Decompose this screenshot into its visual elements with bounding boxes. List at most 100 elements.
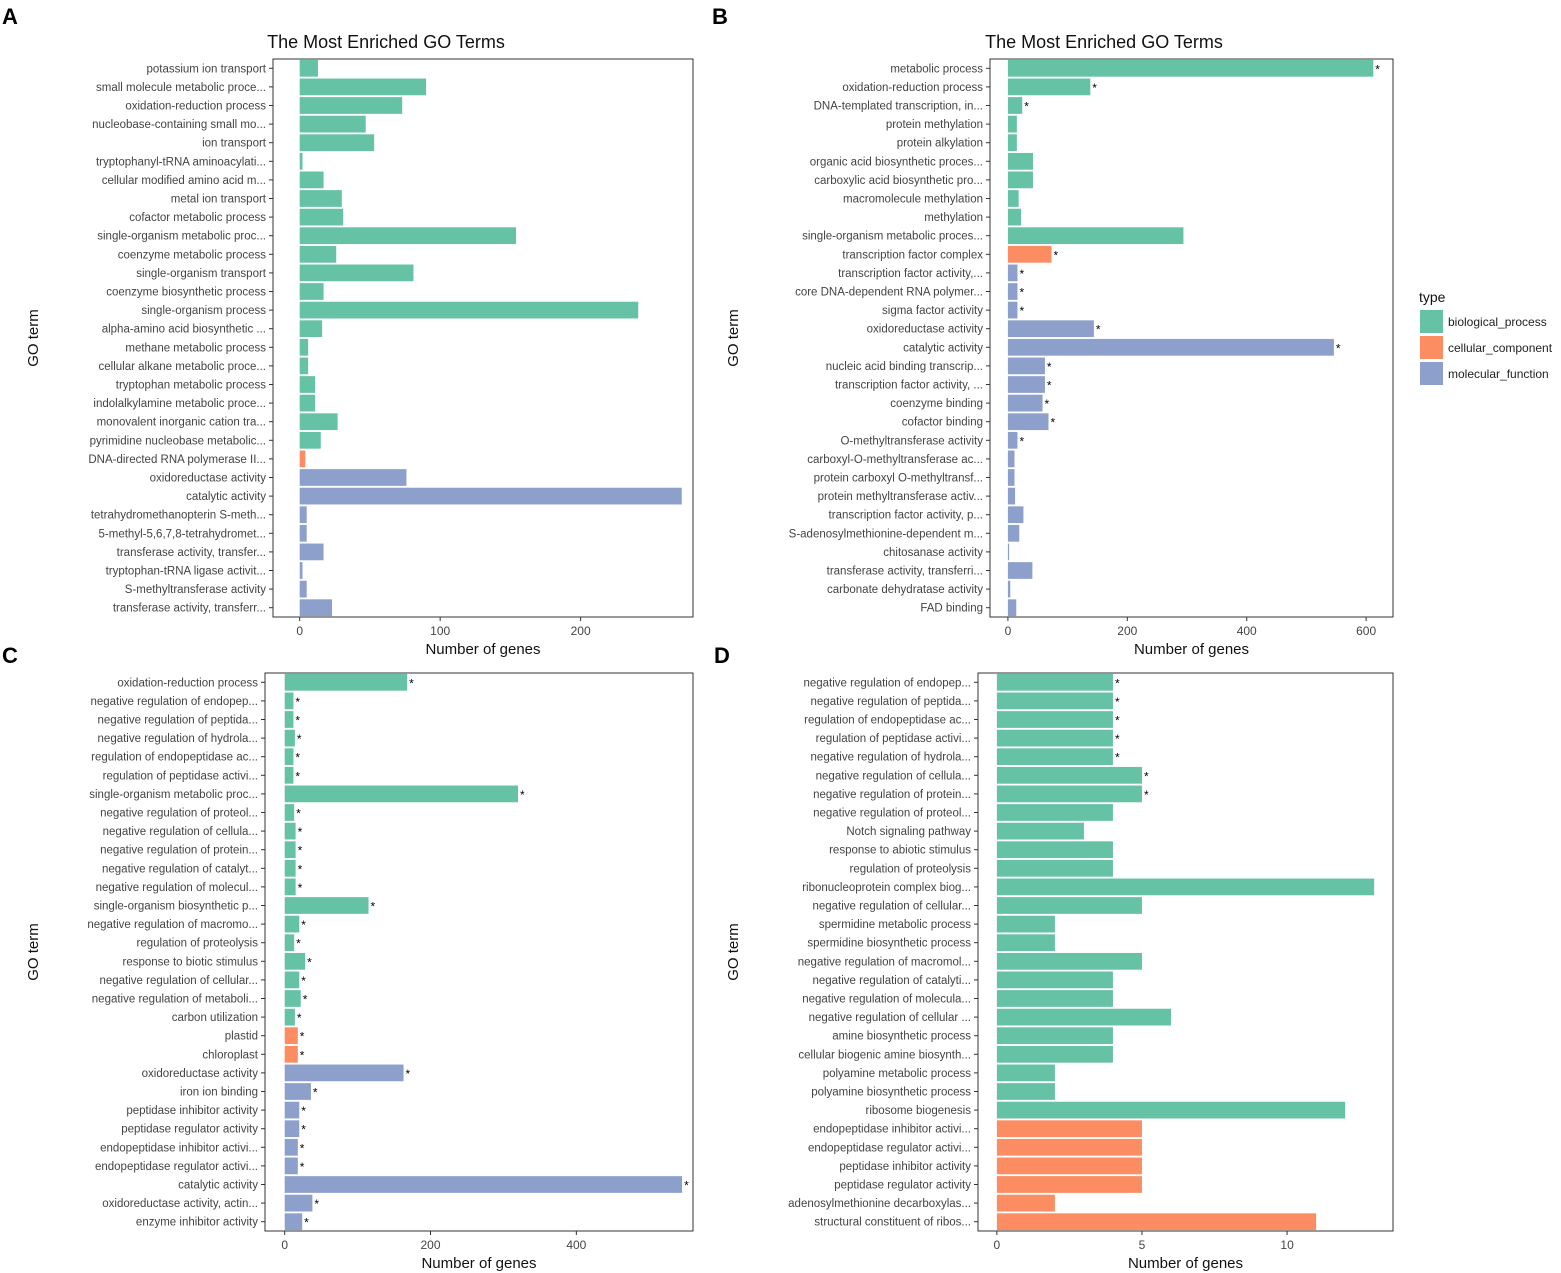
- y-label-d-23: ribosome biogenesis: [866, 1105, 972, 1117]
- bar-c-24: [284, 1120, 300, 1138]
- y-label-a-6: cellular modified amino acid m...: [102, 175, 266, 187]
- y-label-c-6: single-organism metabolic proc...: [89, 789, 258, 801]
- legend-item-molecular-function: molecular_function: [1420, 362, 1549, 385]
- bar-a-3: [299, 115, 366, 133]
- bar-b-5: [1007, 152, 1033, 170]
- y-label-d-24: endopeptidase inhibitor activi...: [813, 1124, 971, 1136]
- panel-label-b: B: [712, 4, 728, 29]
- bar-d-1: [996, 692, 1113, 710]
- bar-d-27: [996, 1176, 1142, 1193]
- significance-star-c-5: *: [295, 769, 300, 783]
- y-label-b-20: O-methyltransferase activity: [840, 435, 983, 447]
- significance-star-c-0: *: [409, 676, 414, 690]
- bar-b-27: [1007, 562, 1033, 579]
- y-label-c-16: negative regulation of cellular...: [99, 975, 258, 987]
- significance-star-c-2: *: [295, 714, 300, 728]
- y-label-b-18: coenzyme binding: [890, 398, 983, 410]
- legend-label-cellular-component: cellular_component: [1448, 341, 1553, 355]
- y-label-c-12: single-organism biosynthetic p...: [94, 901, 258, 913]
- bar-c-2: [284, 711, 294, 728]
- y-label-c-4: regulation of endopeptidase ac...: [91, 752, 258, 764]
- significance-star-c-15: *: [307, 955, 312, 969]
- bar-b-6: [1007, 171, 1033, 189]
- y-label-c-18: carbon utilization: [172, 1012, 258, 1024]
- significance-star-c-24: *: [301, 1123, 306, 1137]
- y-label-d-13: spermidine metabolic process: [819, 919, 971, 931]
- bar-c-8: [284, 822, 296, 840]
- bar-a-15: [299, 338, 309, 356]
- x-tick-label-d-0: 0: [994, 1238, 1001, 1252]
- bar-c-21: [284, 1064, 404, 1082]
- bar-d-18: [996, 1008, 1171, 1026]
- bar-d-8: [996, 822, 1084, 840]
- y-label-a-22: oxidoreductase activity: [150, 473, 267, 485]
- bar-b-28: [1007, 580, 1011, 598]
- bar-a-2: [299, 97, 403, 114]
- bar-d-21: [996, 1064, 1055, 1082]
- bar-d-10: [996, 859, 1113, 877]
- significance-star-b-12: *: [1019, 286, 1024, 300]
- y-label-b-1: oxidation-reduction process: [842, 82, 983, 94]
- y-label-b-6: carboxylic acid biosynthetic pro...: [814, 175, 983, 187]
- x-tick-label-b-0: 0: [1005, 624, 1012, 638]
- significance-star-c-6: *: [520, 788, 525, 802]
- x-tick-label-c-0: 0: [281, 1238, 288, 1252]
- bar-c-5: [284, 766, 294, 784]
- y-label-c-27: catalytic activity: [178, 1180, 258, 1192]
- bar-a-23: [299, 487, 682, 505]
- significance-star-b-15: *: [1336, 341, 1341, 355]
- bar-c-7: [284, 804, 295, 821]
- bar-b-29: [1007, 599, 1017, 617]
- y-label-d-19: amine biosynthetic process: [832, 1031, 971, 1043]
- bar-c-20: [284, 1045, 298, 1063]
- bar-a-24: [299, 506, 307, 524]
- significance-star-b-20: *: [1019, 434, 1024, 448]
- bar-d-16: [996, 971, 1113, 989]
- y-label-b-12: core DNA-dependent RNA polymer...: [795, 287, 983, 299]
- y-label-c-5: regulation of peptidase activi...: [103, 770, 258, 782]
- y-label-b-9: single-organism metabolic proces...: [802, 231, 983, 243]
- y-label-d-16: negative regulation of catalyti...: [812, 975, 971, 987]
- y-label-a-23: catalytic activity: [186, 491, 266, 503]
- significance-star-c-4: *: [295, 751, 300, 765]
- bar-d-7: [996, 804, 1113, 821]
- bar-d-22: [996, 1083, 1055, 1100]
- significance-star-b-18: *: [1045, 397, 1050, 411]
- y-label-d-22: polyamine biosynthetic process: [811, 1087, 971, 1099]
- y-label-a-11: single-organism transport: [136, 268, 267, 280]
- y-label-d-4: negative regulation of hydrola...: [811, 752, 971, 764]
- y-label-a-28: S-methyltransferase activity: [125, 584, 266, 596]
- x-tick-label-d-1: 5: [1139, 1238, 1146, 1252]
- y-label-a-14: alpha-amino acid biosynthetic ...: [102, 324, 266, 336]
- bar-c-23: [284, 1101, 300, 1119]
- bar-b-9: [1007, 227, 1184, 245]
- y-label-a-16: cellular alkane metabolic proce...: [99, 361, 266, 373]
- bar-d-14: [996, 934, 1055, 952]
- y-label-d-25: endopeptidase regulator activi...: [808, 1142, 971, 1154]
- bar-b-16: [1007, 357, 1045, 375]
- y-label-d-12: negative regulation of cellular...: [812, 901, 971, 913]
- panel-border-b: [989, 58, 1394, 618]
- bar-b-18: [1007, 394, 1043, 412]
- bar-b-22: [1007, 469, 1015, 486]
- bar-b-14: [1007, 320, 1094, 338]
- significance-star-c-12: *: [371, 900, 376, 914]
- y-label-a-15: methane metabolic process: [125, 342, 266, 354]
- significance-star-c-14: *: [296, 937, 301, 951]
- y-label-c-29: enzyme inhibitor activity: [136, 1217, 258, 1229]
- bar-c-22: [284, 1083, 311, 1100]
- bar-c-19: [284, 1027, 298, 1045]
- bar-c-16: [284, 971, 300, 989]
- bar-b-19: [1007, 413, 1049, 431]
- y-label-c-13: negative regulation of macromo...: [87, 919, 258, 931]
- y-label-b-25: S-adenosylmethionine-dependent m...: [789, 528, 983, 540]
- y-label-d-11: ribonucleoprotein complex biog...: [802, 882, 971, 894]
- bar-c-15: [284, 952, 306, 970]
- significance-star-c-1: *: [295, 695, 300, 709]
- significance-star-c-9: *: [298, 844, 303, 858]
- y-label-d-10: regulation of proteolysis: [850, 863, 972, 875]
- y-label-d-1: negative regulation of peptida...: [811, 696, 971, 708]
- bar-c-6: [284, 785, 519, 803]
- bar-c-29: [284, 1213, 303, 1231]
